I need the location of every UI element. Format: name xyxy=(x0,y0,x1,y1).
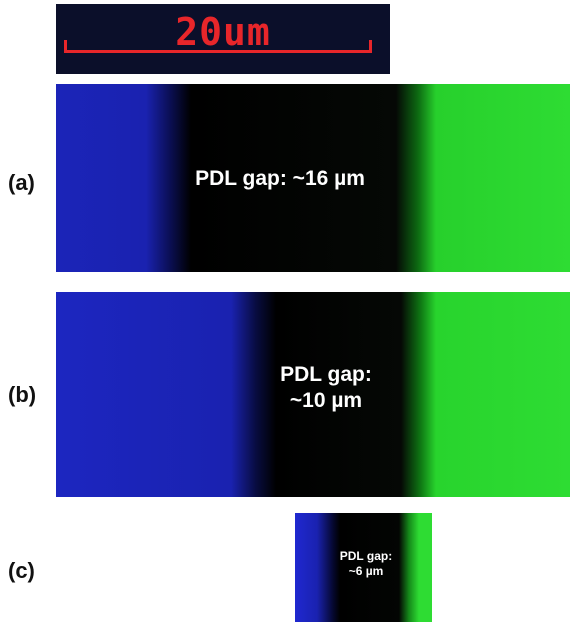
gap-annotation: PDL gap: ~6 µm xyxy=(331,549,401,579)
scale-bar-tick xyxy=(64,40,67,53)
page: 20um (a) PDL gap: ~16 µm (b) PDL gap: ~1… xyxy=(0,0,570,622)
scale-bar-label: 20um xyxy=(56,10,390,54)
annotation-line: ~6 µm xyxy=(331,564,401,579)
scale-bar-tick xyxy=(369,40,372,53)
annotation-line: PDL gap: xyxy=(331,549,401,564)
gap-annotation: PDL gap: ~16 µm xyxy=(190,166,370,192)
scale-bar-line xyxy=(64,50,372,53)
annotation-line: PDL gap: ~16 µm xyxy=(190,166,370,192)
annotation-line: PDL gap: xyxy=(266,362,386,388)
gap-annotation: PDL gap: ~10 µm xyxy=(266,362,386,415)
scale-bar: 20um xyxy=(56,4,390,74)
panel-label: (c) xyxy=(8,558,35,584)
micrograph: PDL gap: ~16 µm xyxy=(56,84,570,272)
micrograph: PDL gap: ~6 µm xyxy=(295,513,432,622)
micrograph: PDL gap: ~10 µm xyxy=(56,292,570,497)
panel-label: (a) xyxy=(8,170,35,196)
panel-label: (b) xyxy=(8,382,36,408)
annotation-line: ~10 µm xyxy=(266,388,386,414)
